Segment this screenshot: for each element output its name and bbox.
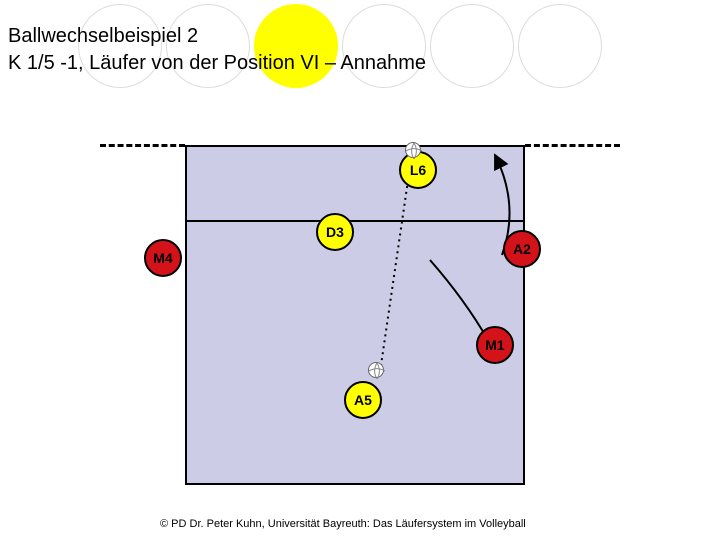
title-line2: K 1/5 -1, Läufer von der Position VI – A… (8, 52, 426, 75)
player-m1: M1 (476, 326, 514, 364)
net-left (100, 144, 185, 147)
deco-circle (342, 4, 426, 88)
net-right (525, 144, 620, 147)
volleyball-icon (368, 362, 384, 378)
volleyball-icon (405, 142, 421, 158)
player-a5: A5 (344, 381, 382, 419)
deco-circle (518, 4, 602, 88)
footer-text: © PD Dr. Peter Kuhn, Universität Bayreut… (160, 518, 526, 530)
player-d3: D3 (316, 213, 354, 251)
attack-line (185, 220, 525, 222)
title-line1: Ballwechselbeispiel 2 (8, 25, 198, 48)
player-m4: M4 (144, 239, 182, 277)
player-a2: A2 (503, 230, 541, 268)
court (185, 145, 525, 485)
deco-circle (254, 4, 338, 88)
deco-circle (430, 4, 514, 88)
